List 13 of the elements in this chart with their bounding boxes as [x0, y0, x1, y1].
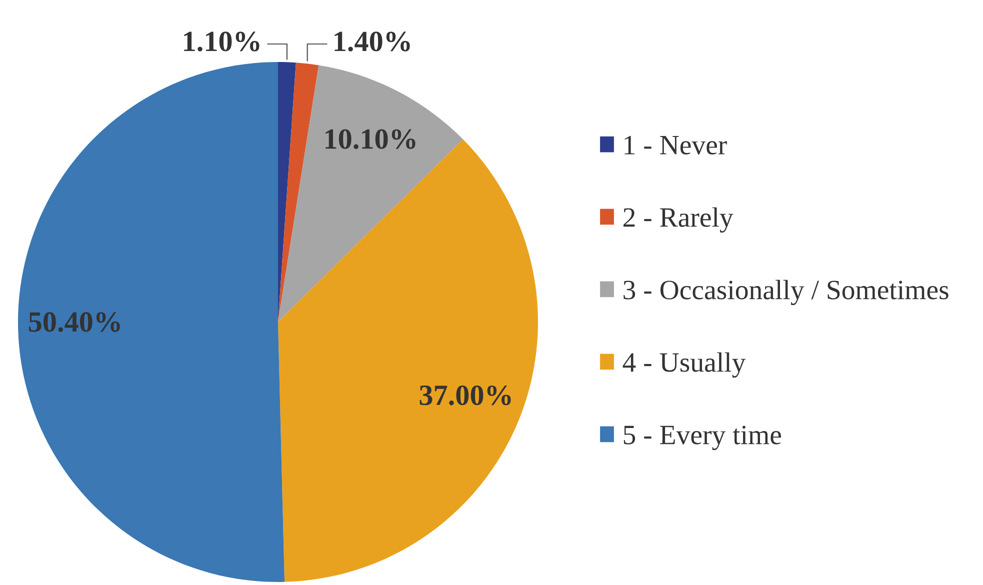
data-label: 1.10%	[184, 32, 260, 52]
legend-label: 4 - Usually	[622, 352, 746, 378]
data-label: 50.40%	[28, 312, 120, 332]
data-label: 10.10%	[326, 129, 416, 150]
data-label: 1.40%	[334, 32, 410, 52]
data-label: 37.00%	[420, 385, 511, 406]
pie-slice	[278, 62, 319, 322]
legend-label: 2 - Rarely	[623, 207, 734, 233]
pie-slice	[278, 65, 463, 322]
legend-label: 1 - Never	[624, 136, 727, 154]
pie-slice	[18, 62, 285, 582]
legend-label: 3 - Occasionally / Sometimes	[624, 280, 948, 306]
legend-label: 5 - Every time	[624, 426, 781, 450]
